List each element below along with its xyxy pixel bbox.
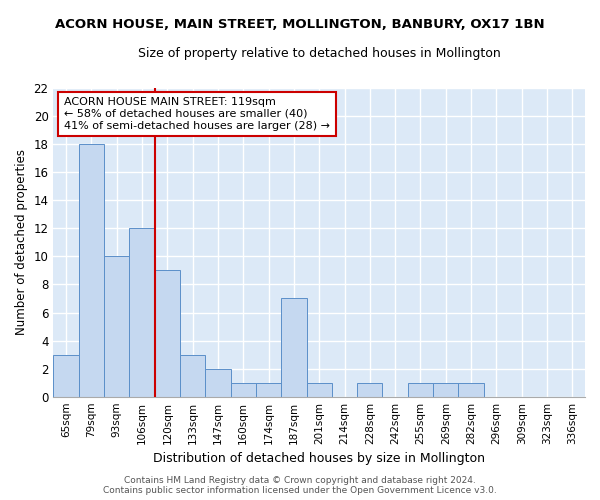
Bar — [155, 270, 180, 396]
Text: ACORN HOUSE MAIN STREET: 119sqm
← 58% of detached houses are smaller (40)
41% of: ACORN HOUSE MAIN STREET: 119sqm ← 58% of… — [64, 98, 330, 130]
Bar — [180, 354, 205, 397]
Bar — [230, 382, 256, 396]
Bar — [307, 382, 332, 396]
Text: ACORN HOUSE, MAIN STREET, MOLLINGTON, BANBURY, OX17 1BN: ACORN HOUSE, MAIN STREET, MOLLINGTON, BA… — [55, 18, 545, 30]
Bar — [433, 382, 458, 396]
Text: Contains HM Land Registry data © Crown copyright and database right 2024.
Contai: Contains HM Land Registry data © Crown c… — [103, 476, 497, 495]
Y-axis label: Number of detached properties: Number of detached properties — [15, 150, 28, 336]
Bar — [458, 382, 484, 396]
Bar — [408, 382, 433, 396]
Bar — [53, 354, 79, 397]
Bar — [256, 382, 281, 396]
X-axis label: Distribution of detached houses by size in Mollington: Distribution of detached houses by size … — [153, 452, 485, 465]
Bar — [357, 382, 382, 396]
Bar — [104, 256, 130, 396]
Bar — [281, 298, 307, 396]
Title: Size of property relative to detached houses in Mollington: Size of property relative to detached ho… — [138, 48, 500, 60]
Bar — [205, 368, 230, 396]
Bar — [130, 228, 155, 396]
Bar — [79, 144, 104, 397]
